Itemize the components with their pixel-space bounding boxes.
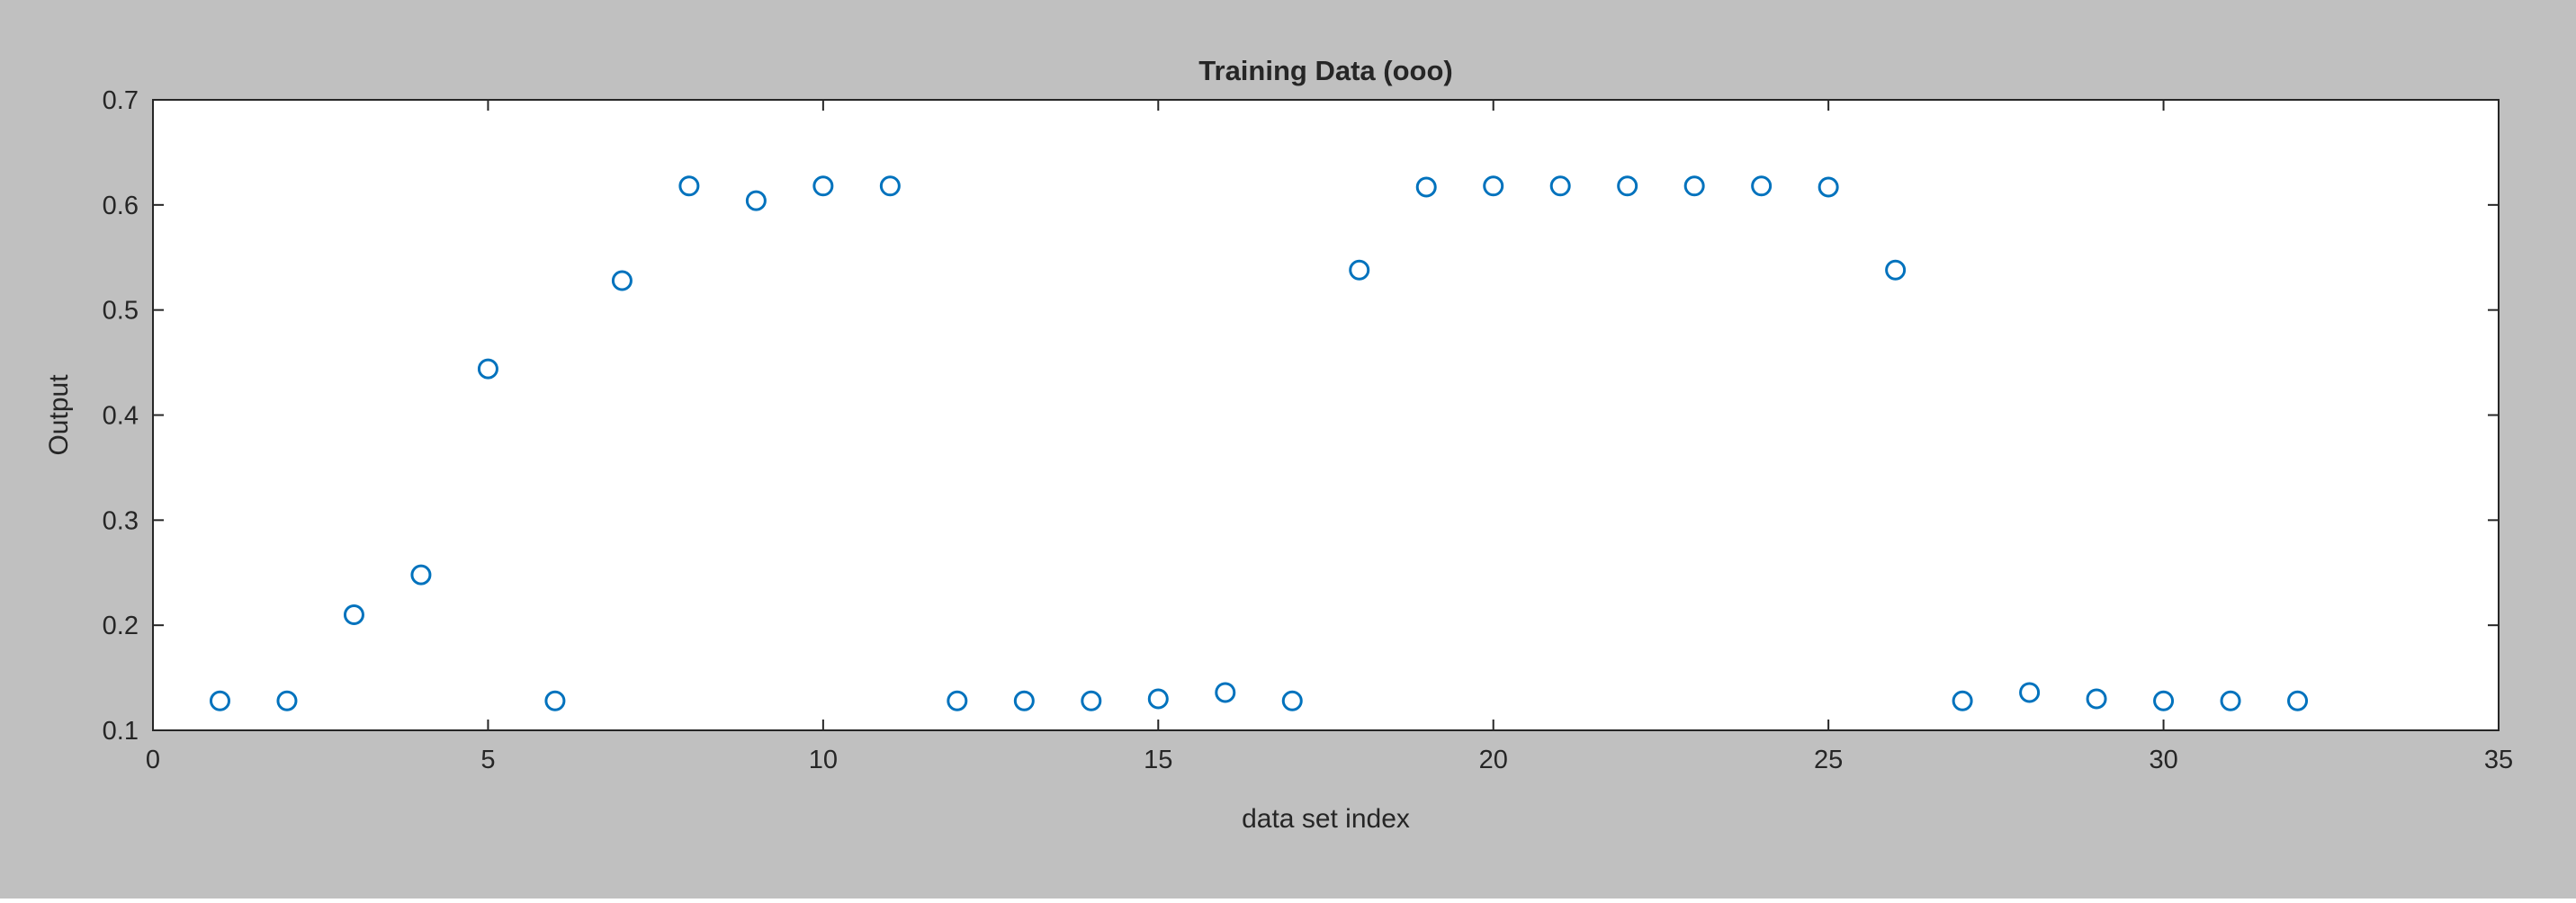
data-point — [678, 175, 700, 197]
data-point — [1081, 690, 1102, 711]
y-axis-label: Output — [44, 374, 74, 456]
data-point — [477, 358, 498, 380]
y-axis-ticks: 0.1 0.2 0.3 0.4 0.5 0.6 0.7 — [103, 86, 2499, 746]
data-point — [343, 603, 364, 625]
x-tick-label: 35 — [2484, 746, 2513, 774]
x-tick-label: 5 — [480, 746, 495, 774]
data-point — [1281, 690, 1303, 711]
data-point — [1147, 688, 1169, 710]
y-tick-label: 0.6 — [103, 192, 139, 220]
x-tick-label: 25 — [1814, 746, 1843, 774]
data-point — [1683, 175, 1705, 197]
data-point — [2086, 688, 2107, 710]
data-point — [812, 175, 834, 197]
x-tick-label: 15 — [1144, 746, 1172, 774]
x-axis-label: data set index — [1242, 804, 1410, 834]
data-point — [544, 690, 566, 711]
plot-area — [153, 100, 2499, 730]
data-point — [1885, 259, 1907, 281]
data-point — [1215, 682, 1236, 703]
y-tick-label: 0.2 — [103, 612, 139, 640]
y-tick-label: 0.5 — [103, 297, 139, 326]
plot-area-border — [152, 99, 2500, 731]
data-point — [611, 270, 633, 291]
data-point — [410, 564, 432, 586]
data-points — [209, 175, 2309, 711]
x-tick-label: 10 — [809, 746, 838, 774]
x-tick-label: 0 — [146, 746, 160, 774]
data-point — [1751, 175, 1773, 197]
data-point — [1483, 175, 1504, 197]
y-tick-label: 0.3 — [103, 506, 139, 535]
x-tick-label: 20 — [1479, 746, 1508, 774]
data-point — [2220, 690, 2241, 711]
data-point — [1549, 175, 1571, 197]
y-tick-label: 0.7 — [103, 86, 139, 115]
data-point — [209, 690, 230, 711]
data-point — [1415, 176, 1437, 198]
data-point — [2153, 690, 2175, 711]
data-point — [2287, 690, 2309, 711]
data-point — [276, 690, 298, 711]
x-axis-ticks: 0 5 10 15 20 25 30 35 — [146, 100, 2513, 774]
chart-title: Training Data (ooo) — [1198, 55, 1452, 86]
data-point — [1952, 690, 1973, 711]
data-point — [947, 690, 968, 711]
data-point — [1818, 176, 1839, 198]
data-point — [1349, 259, 1370, 281]
x-tick-label: 30 — [2149, 746, 2177, 774]
data-point — [879, 175, 901, 197]
data-point — [2019, 682, 2041, 703]
data-point — [1617, 175, 1638, 197]
y-tick-label: 0.4 — [103, 402, 139, 431]
data-point — [1013, 690, 1035, 711]
y-tick-label: 0.1 — [103, 717, 139, 746]
data-point — [745, 190, 767, 211]
